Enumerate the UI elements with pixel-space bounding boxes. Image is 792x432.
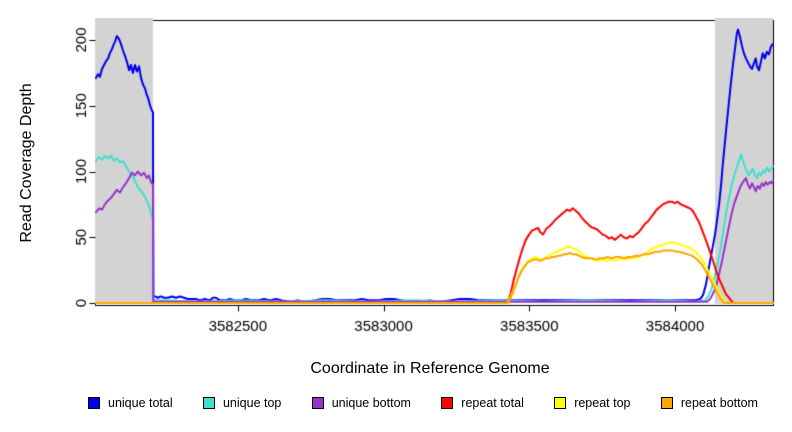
- legend: unique total unique top unique bottom repea…: [88, 396, 758, 410]
- legend-item-repeat-total: repeat total: [441, 396, 524, 410]
- legend-label: unique top: [222, 396, 282, 410]
- legend-label: unique total: [108, 396, 173, 410]
- legend-swatch-repeat-total: [441, 397, 454, 409]
- y-axis-title: Read Coverage Depth: [18, 83, 35, 243]
- legend-label: unique bottom: [331, 396, 411, 410]
- legend-item-repeat-bottom: repeat bottom: [660, 396, 758, 410]
- legend-swatch-unique-total: [88, 397, 100, 409]
- legend-label: repeat bottom: [680, 396, 758, 410]
- x-axis-title: Coordinate in Reference Genome: [310, 360, 550, 377]
- legend-item-unique-bottom: unique bottom: [311, 396, 411, 410]
- legend-item-repeat-top: repeat top: [554, 396, 630, 410]
- legend-swatch-repeat-bottom: [660, 397, 673, 409]
- legend-item-unique-top: unique top: [202, 396, 282, 410]
- legend-swatch-unique-bottom: [311, 397, 324, 409]
- legend-swatch-unique-top: [202, 397, 215, 409]
- legend-label: repeat total: [461, 396, 524, 410]
- legend-swatch-repeat-top: [554, 397, 567, 409]
- legend-label: repeat top: [574, 396, 631, 410]
- legend-item-unique-total: unique total: [88, 396, 173, 410]
